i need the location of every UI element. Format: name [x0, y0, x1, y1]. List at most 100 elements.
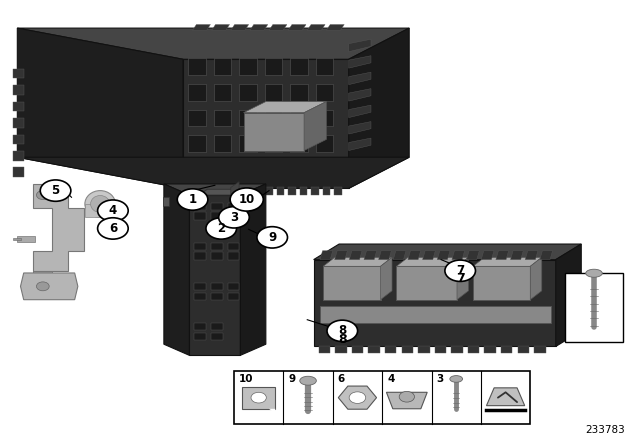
Bar — [316, 110, 333, 126]
Polygon shape — [396, 258, 468, 266]
Polygon shape — [326, 25, 344, 30]
Text: 233783: 233783 — [585, 426, 625, 435]
Bar — [228, 243, 239, 250]
Bar — [188, 84, 206, 101]
Polygon shape — [349, 89, 371, 101]
Bar — [396, 266, 457, 300]
Polygon shape — [540, 251, 552, 260]
Bar — [17, 237, 35, 242]
Bar — [239, 84, 257, 101]
Circle shape — [230, 188, 263, 211]
Text: 4: 4 — [387, 375, 395, 384]
Bar — [316, 135, 333, 152]
Bar — [220, 187, 227, 195]
Bar — [385, 346, 396, 353]
Polygon shape — [349, 105, 371, 117]
Circle shape — [327, 320, 358, 341]
Bar — [214, 110, 232, 126]
Polygon shape — [473, 258, 541, 266]
Bar — [195, 253, 206, 260]
Polygon shape — [381, 258, 392, 300]
Bar — [13, 85, 24, 95]
Bar — [13, 118, 24, 128]
Bar — [196, 187, 204, 195]
Text: 8: 8 — [338, 333, 347, 346]
Polygon shape — [481, 251, 494, 260]
Bar — [290, 135, 308, 152]
Ellipse shape — [586, 269, 602, 277]
Ellipse shape — [91, 195, 109, 212]
Ellipse shape — [85, 190, 115, 217]
Polygon shape — [486, 388, 525, 405]
Bar — [188, 58, 206, 75]
Bar — [320, 306, 550, 323]
Bar — [239, 110, 257, 126]
Text: 8: 8 — [338, 324, 346, 337]
Bar — [484, 346, 496, 353]
Bar — [265, 187, 273, 195]
Bar — [264, 84, 282, 101]
Bar — [243, 187, 250, 195]
Bar — [501, 346, 513, 353]
Polygon shape — [231, 182, 239, 195]
Polygon shape — [335, 251, 348, 260]
Bar — [234, 371, 531, 424]
Polygon shape — [525, 251, 538, 260]
Bar — [228, 283, 239, 290]
Polygon shape — [164, 184, 266, 195]
Bar — [214, 58, 232, 75]
Polygon shape — [408, 251, 420, 260]
Polygon shape — [364, 251, 377, 260]
Bar — [473, 266, 531, 300]
Bar — [316, 84, 333, 101]
Polygon shape — [452, 251, 465, 260]
Bar — [195, 332, 206, 340]
Bar — [335, 346, 347, 353]
Polygon shape — [242, 382, 248, 387]
Polygon shape — [394, 251, 406, 260]
Text: 5: 5 — [51, 184, 60, 197]
Bar — [211, 243, 223, 250]
Text: 7: 7 — [456, 264, 464, 277]
Polygon shape — [457, 258, 468, 300]
Bar — [264, 58, 282, 75]
Bar — [401, 346, 413, 353]
Text: 3: 3 — [230, 211, 238, 224]
Circle shape — [349, 392, 365, 404]
Bar — [311, 187, 319, 195]
Bar — [253, 187, 261, 195]
Bar — [290, 84, 308, 101]
Polygon shape — [199, 189, 239, 195]
Text: 9: 9 — [289, 375, 296, 384]
Bar — [334, 187, 342, 195]
Polygon shape — [20, 273, 78, 300]
Polygon shape — [33, 184, 84, 271]
Bar — [211, 253, 223, 260]
Polygon shape — [250, 25, 268, 30]
Ellipse shape — [300, 376, 316, 385]
Text: 6: 6 — [109, 222, 117, 235]
Polygon shape — [33, 271, 52, 293]
Polygon shape — [231, 25, 248, 30]
Text: 9: 9 — [268, 231, 276, 244]
Bar — [239, 58, 257, 75]
Polygon shape — [241, 184, 266, 355]
Bar — [195, 212, 206, 220]
Bar — [211, 293, 223, 300]
Polygon shape — [531, 258, 541, 300]
Circle shape — [445, 260, 476, 281]
Polygon shape — [349, 72, 371, 85]
Bar — [418, 346, 429, 353]
Bar — [264, 135, 282, 152]
Circle shape — [177, 189, 208, 210]
Text: 10: 10 — [239, 375, 253, 384]
Polygon shape — [349, 56, 371, 68]
Bar — [195, 323, 206, 330]
Polygon shape — [349, 39, 371, 52]
Polygon shape — [422, 251, 435, 260]
Polygon shape — [212, 25, 230, 30]
Polygon shape — [307, 25, 325, 30]
Text: 4: 4 — [109, 204, 117, 217]
Bar — [435, 346, 446, 353]
Bar — [211, 202, 223, 210]
